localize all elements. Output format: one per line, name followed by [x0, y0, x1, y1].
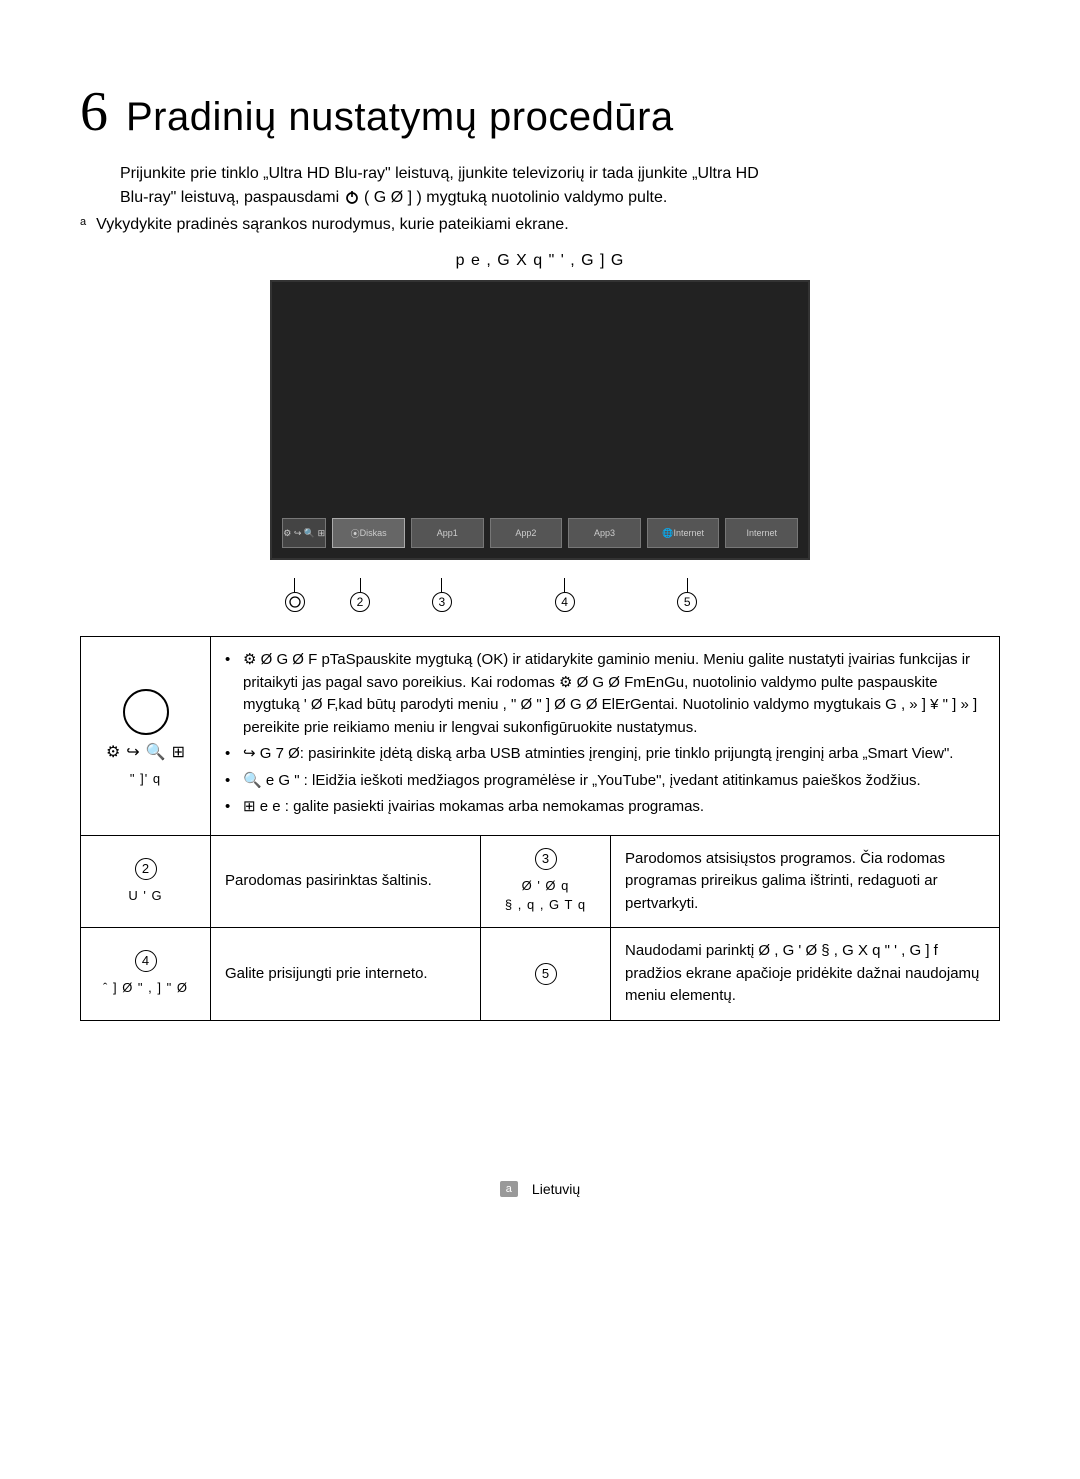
- row3-left-num: 4: [135, 950, 157, 972]
- leader-5: 5: [677, 592, 697, 612]
- search-icon: 🔍: [146, 741, 166, 765]
- row2-right-icon: 3 Ø ' Ø q § , q , G T q: [481, 835, 611, 928]
- row3-left-text: Galite prisijungti prie interneto.: [211, 928, 481, 1021]
- table-row: 2 U ' G Parodomas pasirinktas šaltinis. …: [81, 835, 1000, 928]
- row1-bullet-2: ↪ G 7 Ø: pasirinkite įdėtą diską arba US…: [225, 743, 985, 766]
- footer: a Lietuvių: [80, 1181, 1000, 1197]
- icon-strip: ⚙ ↪ 🔍 ⊞: [95, 741, 196, 765]
- grid-icon: ⊞: [172, 741, 185, 765]
- row2-left-icon: 2 U ' G: [81, 835, 211, 928]
- row1-desc-cell: ⚙ Ø G Ø F pTaSpauskite mygtuką (OK) ir a…: [211, 637, 1000, 836]
- leader-4: 4: [555, 592, 575, 612]
- app1-tile: App1: [411, 518, 484, 548]
- big-circle-icon: [123, 689, 169, 735]
- row2-right-num: 3: [535, 848, 557, 870]
- nav-icons-tile: ⚙ ↪ 🔍 ⊞: [282, 518, 326, 548]
- disk-tile: ⦿ Diskas: [332, 518, 405, 548]
- intro-mid: ( G Ø ]: [364, 189, 412, 206]
- row1-icon-cell: ⚙ ↪ 🔍 ⊞ " ]' q: [81, 637, 211, 836]
- row3-right-icon: 5: [481, 928, 611, 1021]
- leader-2: 2: [350, 592, 370, 612]
- gear-icon: ⚙: [106, 741, 120, 765]
- power-icon: [344, 189, 360, 205]
- app-row: ⚙ ↪ 🔍 ⊞ ⦿ Diskas App1 App2 App3 🌐 Intern…: [282, 518, 798, 548]
- intro-line-2: Blu-ray" leistuvą, paspausdami: [120, 189, 339, 206]
- row3-left-label: ˆ ] Ø " , ] " Ø: [95, 978, 196, 998]
- leader-3: 3: [432, 592, 452, 612]
- disk-label: Diskas: [360, 528, 387, 538]
- row1-bullet-3: 🔍 e G " : lEidžia ieškoti medžiagos prog…: [225, 770, 985, 793]
- chapter-number: 6: [80, 80, 108, 144]
- step-text: Vykydykite pradinės sąrankos nurodymus, …: [96, 216, 569, 234]
- internet1-tile: 🌐 Internet: [647, 518, 720, 548]
- step-marker: a: [80, 216, 86, 234]
- row3-right-text: Naudodami parinktį Ø , G ' Ø § , G X q "…: [611, 928, 1000, 1021]
- intro-paragraph: Prijunkite prie tinklo „Ultra HD Blu-ray…: [120, 162, 1000, 210]
- leader-1: [285, 592, 305, 612]
- leader-row: 2 3 4 5: [270, 578, 810, 612]
- source-icon: ↪: [126, 741, 139, 765]
- row2-right-text: Parodomos atsisiųstos programos. Čia rod…: [611, 835, 1000, 928]
- info-table: ⚙ ↪ 🔍 ⊞ " ]' q ⚙ Ø G Ø F pTaSpauskite my…: [80, 636, 1000, 1021]
- table-row: ⚙ ↪ 🔍 ⊞ " ]' q ⚙ Ø G Ø F pTaSpauskite my…: [81, 637, 1000, 836]
- intro-line-1: Prijunkite prie tinklo „Ultra HD Blu-ray…: [120, 165, 759, 182]
- row3-left-icon: 4 ˆ ] Ø " , ] " Ø: [81, 928, 211, 1021]
- row1-bullet-1: ⚙ Ø G Ø F pTaSpauskite mygtuką (OK) ir a…: [225, 649, 985, 739]
- internet1-label: Internet: [673, 528, 704, 538]
- intro-tail: ) mygtuką nuotolinio valdymo pulte.: [416, 189, 667, 206]
- row1-caption: " ]' q: [95, 769, 196, 789]
- row1-bullet-4: ⊞ e e : galite pasiekti įvairias mokamas…: [225, 796, 985, 819]
- tv-screen-mock: ⚙ ↪ 🔍 ⊞ ⦿ Diskas App1 App2 App3 🌐 Intern…: [270, 280, 810, 560]
- internet2-tile: Internet: [725, 518, 798, 548]
- app2-tile: App2: [490, 518, 563, 548]
- row2-left-num: 2: [135, 858, 157, 880]
- row2-left-label: U ' G: [95, 886, 196, 906]
- app3-tile: App3: [568, 518, 641, 548]
- row2-right-label: Ø ' Ø q § , q , G T q: [495, 876, 596, 915]
- table-row: 4 ˆ ] Ø " , ] " Ø Galite prisijungti pri…: [81, 928, 1000, 1021]
- page-title: Pradinių nustatymų procedūra: [126, 95, 674, 140]
- screen-mock-title: p e , G X q " ' , G ] G: [80, 252, 1000, 270]
- row2-left-text: Parodomas pasirinktas šaltinis.: [211, 835, 481, 928]
- row3-right-num: 5: [535, 963, 557, 985]
- footer-lang: Lietuvių: [532, 1181, 580, 1197]
- footer-badge: a: [500, 1181, 518, 1197]
